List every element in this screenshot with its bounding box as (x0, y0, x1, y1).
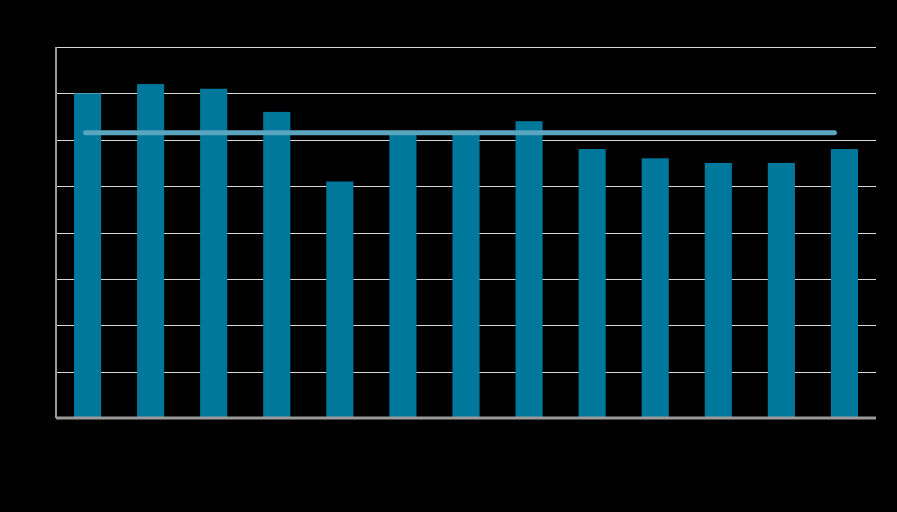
bar (200, 88, 228, 419)
bar (515, 121, 543, 418)
bar (830, 149, 859, 418)
bar (767, 162, 795, 418)
bar (578, 149, 606, 418)
bar (326, 181, 354, 418)
bar (389, 130, 417, 418)
bar (137, 84, 165, 418)
bar (641, 158, 669, 419)
bar (73, 93, 102, 419)
bar (452, 130, 480, 418)
bars (73, 84, 859, 419)
bar (704, 162, 732, 418)
bar (263, 111, 291, 419)
axes (55, 47, 876, 420)
